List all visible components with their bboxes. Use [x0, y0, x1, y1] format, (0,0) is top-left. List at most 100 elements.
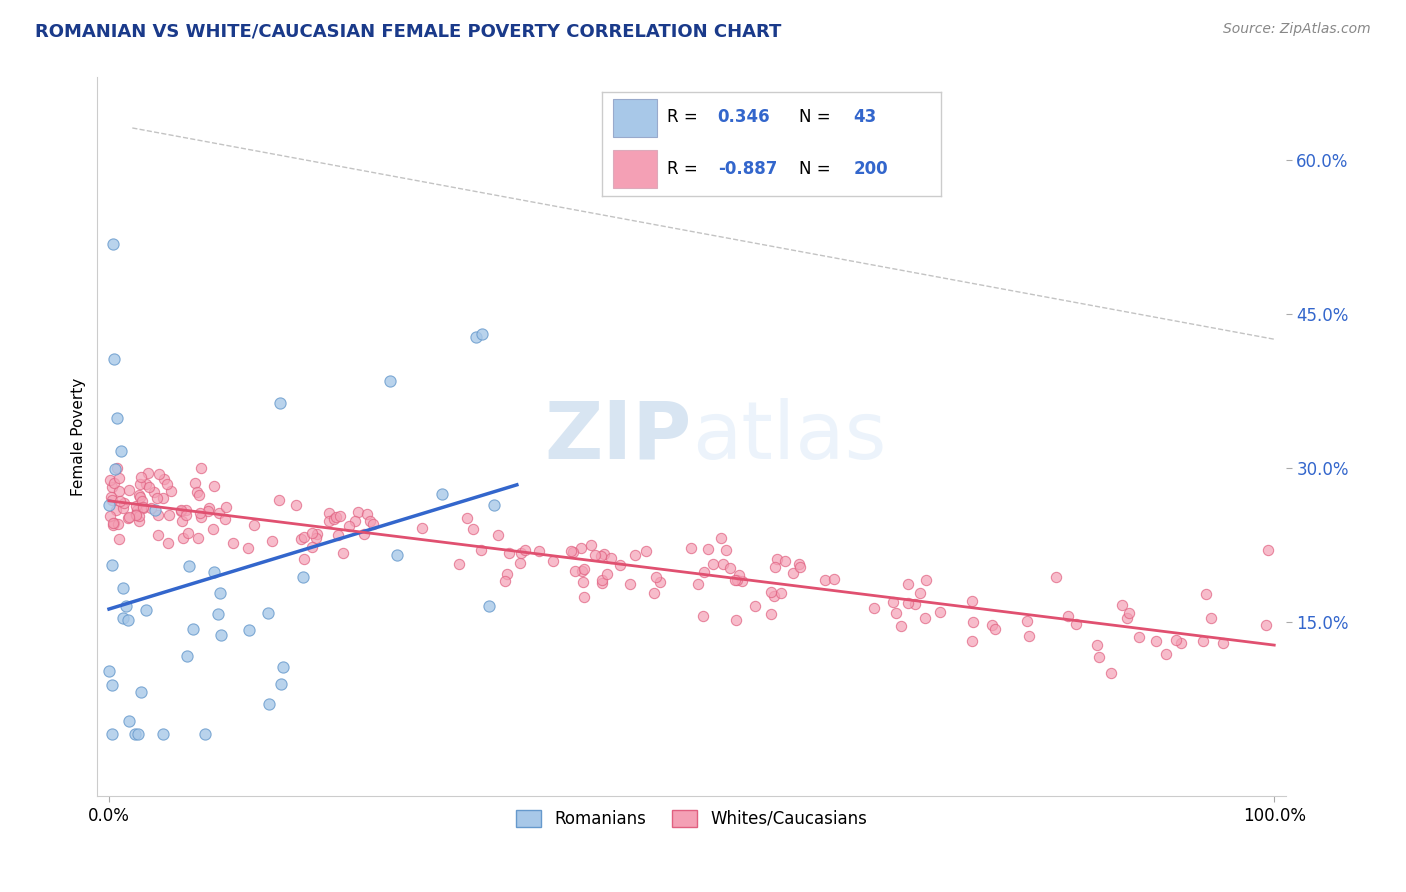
- Point: [100, 727, 122, 741]
- Point: [301, 540, 323, 554]
- Point: [561, 545, 583, 559]
- Point: [600, 551, 623, 566]
- Point: [679, 541, 702, 556]
- Point: [380, 374, 402, 388]
- Point: [696, 541, 718, 556]
- Point: [172, 531, 194, 545]
- Point: [1170, 636, 1192, 650]
- Point: [470, 543, 492, 558]
- Point: [1056, 608, 1078, 623]
- Point: [174, 508, 197, 523]
- Point: [152, 727, 174, 741]
- Point: [257, 606, 280, 620]
- Point: [527, 544, 550, 558]
- Point: [181, 622, 204, 636]
- Point: [498, 546, 520, 560]
- Point: [1085, 639, 1108, 653]
- Point: [766, 552, 789, 566]
- Point: [202, 565, 225, 579]
- Point: [118, 483, 141, 497]
- Point: [117, 613, 139, 627]
- Point: [197, 504, 219, 518]
- Point: [636, 544, 658, 558]
- Legend: Romanians, Whites/Caucasians: Romanians, Whites/Caucasians: [510, 803, 873, 835]
- Point: [711, 557, 734, 571]
- Point: [1144, 633, 1167, 648]
- Point: [127, 503, 149, 517]
- Point: [725, 573, 748, 587]
- Point: [332, 546, 354, 560]
- Point: [132, 500, 155, 514]
- Point: [769, 585, 792, 599]
- Point: [177, 558, 200, 573]
- Point: [477, 599, 499, 614]
- Point: [108, 533, 131, 547]
- Point: [156, 477, 179, 491]
- Point: [211, 627, 233, 641]
- Point: [190, 510, 212, 524]
- Point: [307, 527, 329, 541]
- Point: [124, 727, 146, 741]
- Point: [318, 514, 340, 528]
- Point: [207, 607, 229, 621]
- Point: [101, 678, 124, 692]
- Point: [347, 505, 370, 519]
- Point: [269, 395, 291, 409]
- Point: [773, 554, 796, 568]
- Point: [725, 613, 748, 627]
- Point: [101, 492, 124, 507]
- Point: [962, 615, 984, 630]
- Point: [222, 535, 245, 549]
- Point: [111, 581, 134, 595]
- Point: [100, 491, 122, 505]
- Point: [591, 573, 613, 587]
- Point: [1154, 647, 1177, 661]
- Point: [1018, 629, 1040, 643]
- Point: [124, 507, 146, 521]
- Point: [904, 597, 927, 611]
- Point: [187, 531, 209, 545]
- Point: [337, 519, 360, 533]
- Point: [724, 573, 747, 587]
- Point: [897, 577, 920, 591]
- Point: [108, 483, 131, 498]
- Point: [702, 557, 724, 571]
- Point: [129, 476, 152, 491]
- Point: [125, 508, 148, 523]
- Point: [329, 509, 352, 524]
- Text: atlas: atlas: [692, 398, 886, 475]
- Point: [270, 677, 292, 691]
- Point: [153, 473, 176, 487]
- Point: [136, 466, 159, 480]
- Point: [214, 511, 236, 525]
- Point: [112, 501, 135, 516]
- Point: [257, 698, 280, 712]
- Point: [449, 557, 471, 571]
- Point: [714, 542, 737, 557]
- Point: [236, 541, 259, 555]
- Point: [135, 603, 157, 617]
- Point: [100, 509, 122, 524]
- Point: [146, 491, 169, 505]
- Point: [727, 568, 749, 582]
- Point: [148, 508, 170, 522]
- Text: ROMANIAN VS WHITE/CAUCASIAN FEMALE POVERTY CORRELATION CHART: ROMANIAN VS WHITE/CAUCASIAN FEMALE POVER…: [35, 22, 782, 40]
- Point: [143, 485, 166, 500]
- Point: [112, 611, 135, 625]
- Point: [271, 660, 294, 674]
- Point: [190, 461, 212, 475]
- Y-axis label: Female Poverty: Female Poverty: [72, 377, 86, 496]
- Point: [118, 510, 141, 524]
- Point: [710, 531, 733, 545]
- Point: [202, 479, 225, 493]
- Point: [571, 564, 593, 578]
- Point: [305, 531, 328, 545]
- Point: [731, 574, 754, 588]
- Point: [1099, 665, 1122, 680]
- Point: [318, 506, 340, 520]
- Point: [117, 511, 139, 525]
- Point: [1195, 587, 1218, 601]
- Point: [789, 560, 811, 574]
- Point: [650, 574, 672, 589]
- Point: [624, 549, 647, 563]
